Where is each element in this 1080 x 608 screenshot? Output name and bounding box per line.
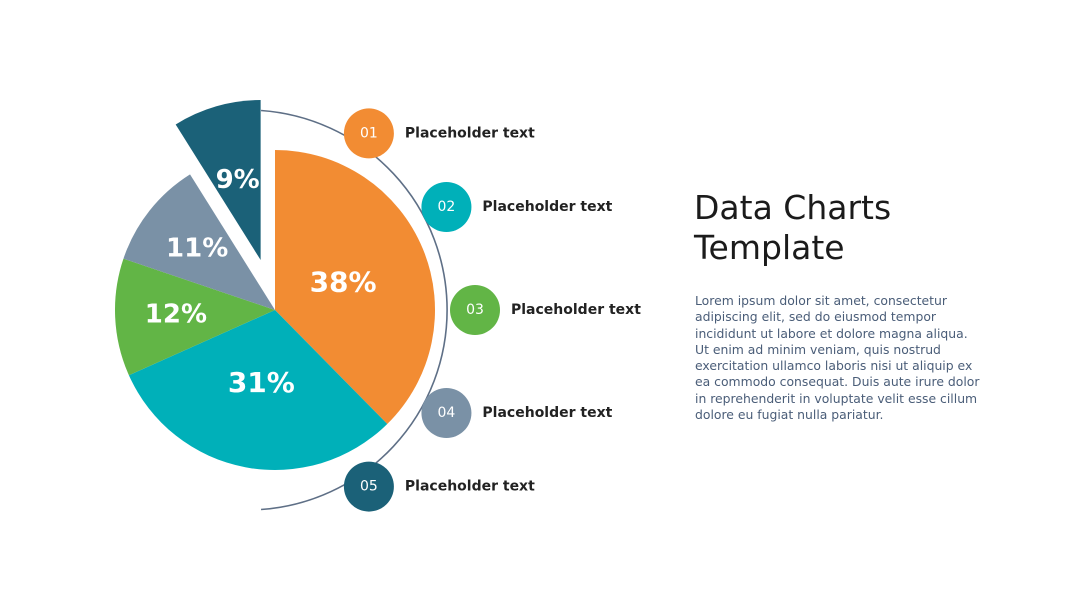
legend-item-2: 02 Placeholder text — [421, 181, 613, 232]
legend-badge-2 — [421, 181, 472, 232]
legend-badge-4 — [421, 388, 472, 439]
legend-label-4: Placeholder text — [482, 405, 612, 421]
legend-number-2: 02 — [438, 199, 456, 215]
pie-slice-3 — [115, 258, 275, 376]
slice-label-3: 12% — [145, 300, 207, 330]
legend-label-5: Placeholder text — [405, 479, 535, 495]
pie-slice-5 — [175, 100, 261, 261]
pie-slice-1 — [275, 150, 435, 425]
slice-label-5: 9% — [216, 165, 260, 195]
legend-badge-1 — [343, 108, 394, 159]
slice-label-4: 11% — [166, 233, 228, 263]
legend-item-4: 04 Placeholder text — [421, 388, 613, 439]
legend-label-1: Placeholder text — [405, 125, 535, 141]
legend-item-5: 05 Placeholder text — [343, 461, 535, 512]
legend-label-3: Placeholder text — [511, 302, 641, 318]
legend-number-3: 03 — [466, 302, 484, 318]
legend-label-2: Placeholder text — [482, 199, 612, 215]
legend-item-3: 03 Placeholder text — [450, 285, 641, 335]
legend-number-4: 04 — [438, 405, 456, 421]
legend-item-1: 01 Placeholder text — [343, 108, 535, 159]
description-paragraph: Lorem ipsum dolor sit amet, consectetur … — [695, 293, 980, 423]
legend-badge-5 — [343, 461, 394, 512]
legend-number-1: 01 — [360, 125, 378, 141]
slice-label-2: 31% — [228, 366, 295, 399]
legend-number-5: 05 — [360, 479, 378, 495]
pie-slice-4 — [123, 174, 275, 310]
pie-slice-2 — [128, 310, 388, 470]
legend-badge-3 — [450, 285, 500, 335]
page-title: Data Charts Template — [694, 188, 1014, 268]
title-line-2: Template — [694, 228, 845, 267]
slice-label-1: 38% — [310, 266, 377, 299]
title-line-1: Data Charts — [694, 188, 892, 227]
